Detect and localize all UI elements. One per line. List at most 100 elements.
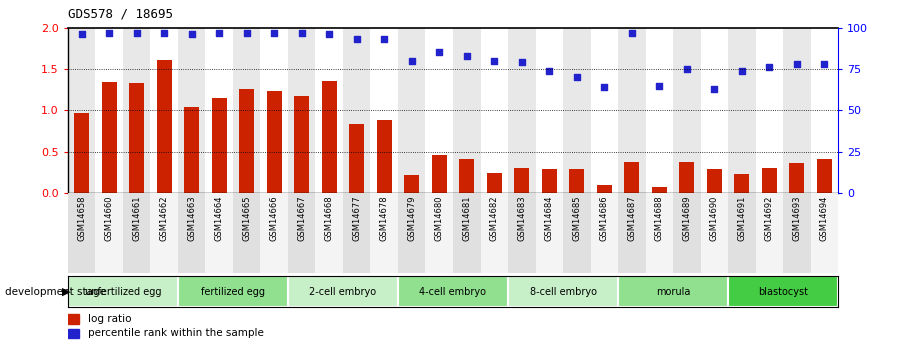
Bar xyxy=(453,28,480,193)
Point xyxy=(239,30,254,35)
Bar xyxy=(508,276,618,307)
Text: 8-cell embryo: 8-cell embryo xyxy=(529,287,596,296)
Bar xyxy=(150,193,178,273)
Text: development stage: development stage xyxy=(5,287,105,296)
Bar xyxy=(398,28,426,193)
Bar xyxy=(266,90,282,193)
Bar xyxy=(68,276,178,307)
Bar xyxy=(728,28,756,193)
Bar xyxy=(569,169,584,193)
Text: GSM14668: GSM14668 xyxy=(324,196,333,241)
Bar xyxy=(74,113,90,193)
Text: log ratio: log ratio xyxy=(89,314,132,324)
Text: GSM14693: GSM14693 xyxy=(792,196,801,241)
Bar xyxy=(343,28,371,193)
Bar xyxy=(624,162,640,193)
Bar xyxy=(673,28,700,193)
Point xyxy=(597,85,612,90)
Text: GSM14692: GSM14692 xyxy=(765,196,774,241)
Point xyxy=(487,58,502,63)
Text: fertilized egg: fertilized egg xyxy=(201,287,265,296)
Text: GDS578 / 18695: GDS578 / 18695 xyxy=(68,8,173,21)
Bar xyxy=(816,159,832,193)
Text: GSM14666: GSM14666 xyxy=(270,196,279,241)
Text: GSM14685: GSM14685 xyxy=(573,196,582,241)
Point xyxy=(267,30,282,35)
Text: GSM14663: GSM14663 xyxy=(188,196,197,241)
Bar xyxy=(123,28,150,193)
Bar xyxy=(618,193,645,273)
Text: GSM14665: GSM14665 xyxy=(242,196,251,241)
Point xyxy=(102,30,117,35)
Bar xyxy=(680,162,694,193)
Bar xyxy=(68,328,80,338)
Text: GSM14689: GSM14689 xyxy=(682,196,691,241)
Point xyxy=(294,30,309,35)
Bar xyxy=(68,314,80,324)
Bar xyxy=(453,193,480,273)
Text: GSM14677: GSM14677 xyxy=(352,196,361,241)
Bar xyxy=(239,89,255,193)
Bar xyxy=(508,193,535,273)
Text: 4-cell embryo: 4-cell embryo xyxy=(419,287,487,296)
Bar xyxy=(618,28,645,193)
Bar xyxy=(261,193,288,273)
Bar xyxy=(459,159,475,193)
Text: blastocyst: blastocyst xyxy=(758,287,808,296)
Bar xyxy=(184,107,199,193)
Bar xyxy=(95,193,123,273)
Text: GSM14686: GSM14686 xyxy=(600,196,609,241)
Text: GSM14687: GSM14687 xyxy=(627,196,636,241)
Bar xyxy=(178,193,206,273)
Point xyxy=(432,50,447,55)
Point xyxy=(377,37,391,42)
Text: GSM14660: GSM14660 xyxy=(105,196,114,241)
Bar xyxy=(233,28,261,193)
Point xyxy=(817,61,832,67)
Bar xyxy=(130,83,144,193)
Text: GSM14694: GSM14694 xyxy=(820,196,829,241)
Bar xyxy=(563,193,591,273)
Bar xyxy=(591,193,618,273)
Bar xyxy=(288,28,315,193)
Point xyxy=(515,60,529,65)
Text: 2-cell embryo: 2-cell embryo xyxy=(310,287,377,296)
Bar xyxy=(178,28,206,193)
Bar xyxy=(68,193,95,273)
Bar xyxy=(707,169,722,193)
Bar xyxy=(789,164,805,193)
Text: GSM14682: GSM14682 xyxy=(490,196,499,241)
Point xyxy=(404,58,419,63)
Bar xyxy=(756,193,783,273)
Bar xyxy=(783,193,811,273)
Bar xyxy=(535,193,563,273)
Bar xyxy=(349,125,364,193)
Bar xyxy=(178,276,288,307)
Bar xyxy=(563,28,591,193)
Bar xyxy=(728,193,756,273)
Bar xyxy=(377,120,391,193)
Text: GSM14664: GSM14664 xyxy=(215,196,224,241)
Text: unfertilized egg: unfertilized egg xyxy=(84,287,161,296)
Bar xyxy=(645,193,673,273)
Bar xyxy=(398,193,426,273)
Bar xyxy=(404,175,419,193)
Bar xyxy=(508,28,535,193)
Bar xyxy=(651,187,667,193)
Point xyxy=(707,86,721,92)
Point xyxy=(350,37,364,42)
Text: GSM14681: GSM14681 xyxy=(462,196,471,241)
Point xyxy=(680,66,694,72)
Point xyxy=(185,31,199,37)
Text: morula: morula xyxy=(656,287,690,296)
Bar xyxy=(728,276,838,307)
Text: GSM14684: GSM14684 xyxy=(545,196,554,241)
Bar xyxy=(398,276,508,307)
Point xyxy=(74,31,89,37)
Bar xyxy=(783,28,811,193)
Point xyxy=(130,30,144,35)
Bar xyxy=(157,60,172,193)
Bar xyxy=(487,172,502,193)
Text: GSM14680: GSM14680 xyxy=(435,196,444,241)
Text: GSM14658: GSM14658 xyxy=(77,196,86,241)
